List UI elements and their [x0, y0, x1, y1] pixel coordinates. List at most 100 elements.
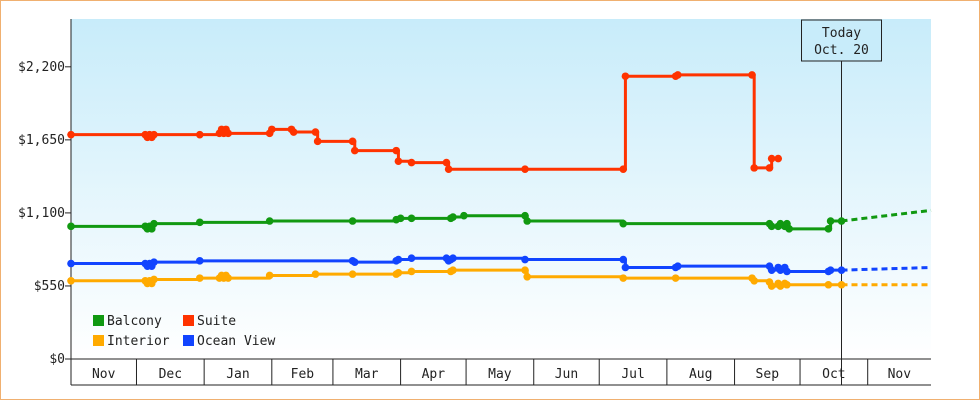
interior-data-point	[394, 269, 403, 277]
x-tick-label: May	[488, 367, 512, 382]
balcony-data-point	[619, 219, 628, 228]
interior-legend-swatch	[93, 335, 104, 346]
suite-data-point	[394, 157, 403, 166]
suite-data-point	[748, 71, 756, 79]
y-tick-label: $550	[34, 279, 65, 294]
balcony-data-point	[824, 225, 833, 233]
suite-data-point	[521, 165, 529, 174]
interior-data-point	[407, 267, 416, 276]
interior-data-point	[311, 270, 320, 278]
interior-legend-label: Interior	[107, 334, 170, 349]
interior-data-point	[348, 270, 357, 278]
ocean-view-legend-label: Ocean View	[197, 334, 275, 349]
balcony-data-point	[767, 222, 776, 231]
ocean-view-data-point	[826, 266, 835, 274]
balcony-data-point	[460, 211, 468, 220]
balcony-data-point	[449, 213, 457, 221]
ocean-view-data-point	[674, 262, 682, 270]
ocean-view-data-point	[783, 267, 791, 276]
x-tick-label: Nov	[92, 367, 116, 382]
today-marker-box	[801, 19, 883, 62]
balcony-data-point	[348, 217, 357, 225]
ocean-view-data-point	[195, 257, 204, 265]
suite-data-point	[619, 165, 628, 174]
interior-data-point	[750, 276, 758, 285]
interior-data-point	[671, 274, 680, 282]
interior-data-point	[521, 266, 529, 274]
ocean-view-data-point	[521, 255, 529, 264]
balcony-data-point	[396, 214, 405, 223]
ocean-view-forecast-line	[841, 265, 932, 272]
ocean-view-data-point	[619, 255, 628, 264]
balcony-data-point	[826, 217, 835, 225]
ocean-view-data-point	[767, 266, 776, 274]
x-tick-label: Jan	[226, 367, 249, 382]
interior-data-point	[783, 280, 791, 289]
suite-data-point	[150, 130, 158, 139]
balcony-data-point	[523, 217, 531, 225]
suite-data-point	[348, 137, 357, 146]
x-tick-label: Aug	[689, 367, 712, 382]
suite-data-point	[750, 164, 758, 172]
x-tick-label: Dec	[159, 367, 182, 382]
suite-data-point	[195, 130, 204, 139]
balcony-forecast-line	[841, 208, 932, 223]
balcony-data-point	[265, 217, 274, 225]
interior-data-point	[523, 272, 531, 281]
interior-data-point	[150, 275, 158, 284]
today-marker-date: Oct. 20	[814, 43, 869, 58]
balcony-data-point	[195, 218, 204, 227]
ocean-view-data-point	[449, 254, 457, 262]
ocean-view-data-point	[150, 258, 158, 266]
suite-data-point	[444, 165, 453, 174]
suite-data-point	[392, 146, 401, 155]
y-tick-label: $2,200	[18, 60, 65, 75]
y-tick-label: $0	[49, 352, 65, 367]
interior-data-point	[449, 266, 457, 274]
balcony-legend-swatch	[93, 315, 104, 326]
x-tick-label: Oct	[822, 367, 845, 382]
ocean-view-data-point	[621, 263, 630, 272]
balcony-data-point	[150, 219, 158, 228]
interior-data-point	[265, 271, 274, 280]
interior-data-point	[67, 276, 75, 285]
suite-data-point	[442, 158, 451, 167]
x-tick-label: Nov	[888, 367, 912, 382]
ocean-view-data-point	[407, 254, 416, 262]
ocean-view-data-point	[394, 255, 403, 264]
ocean-view-legend-swatch	[183, 335, 194, 346]
suite-legend-swatch	[183, 315, 194, 326]
interior-data-point	[224, 274, 232, 282]
balcony-data-point	[785, 225, 793, 233]
x-tick-label: Apr	[422, 367, 446, 382]
suite-data-point	[674, 71, 682, 79]
x-tick-label: Jun	[555, 367, 578, 382]
y-tick-label: $1,650	[18, 133, 65, 148]
y-tick-label: $1,100	[18, 206, 65, 221]
suite-data-point	[67, 130, 75, 139]
suite-data-point	[268, 125, 276, 134]
suite-data-point	[289, 128, 298, 136]
suite-data-point	[311, 128, 320, 136]
suite-data-point	[767, 154, 776, 163]
suite-data-point	[313, 137, 322, 146]
today-marker-title: Today	[822, 26, 861, 41]
interior-data-point	[824, 280, 833, 289]
interior-data-point	[619, 274, 628, 282]
x-tick-label: Mar	[355, 367, 379, 382]
ocean-view-data-point	[350, 258, 359, 266]
suite-data-point	[407, 158, 416, 167]
suite-data-point	[774, 154, 783, 163]
suite-data-point	[765, 164, 774, 172]
balcony-data-point	[407, 214, 416, 223]
suite-legend-label: Suite	[197, 314, 236, 329]
x-tick-label: Feb	[291, 367, 315, 382]
suite-data-point	[621, 72, 630, 81]
suite-data-point	[224, 129, 232, 138]
balcony-data-point	[67, 222, 75, 231]
ocean-view-data-point	[67, 259, 75, 268]
interior-data-point	[195, 274, 204, 282]
plot-background	[71, 19, 931, 359]
